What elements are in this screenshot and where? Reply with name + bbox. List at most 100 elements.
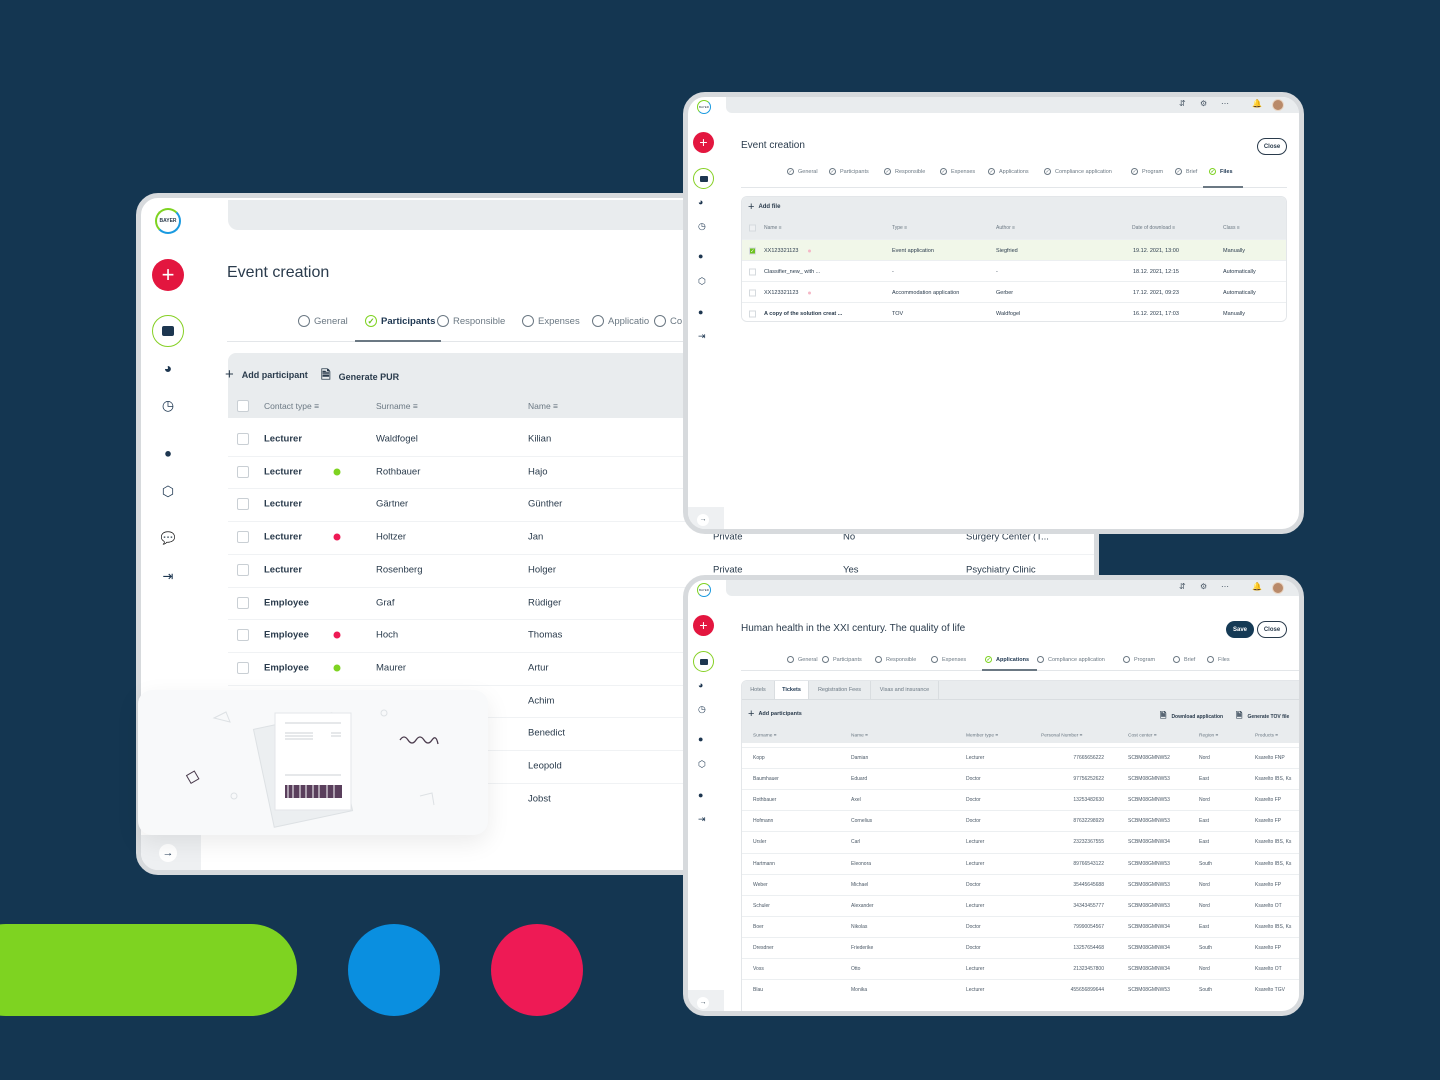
- subtab-visas-and-insurance[interactable]: Visas and insurance: [871, 681, 939, 699]
- table-row[interactable]: Dresdner Friederike Doctor 13257654468 SCBM0…: [742, 936, 1299, 958]
- tab-program[interactable]: Program: [1123, 656, 1155, 663]
- hexagon-icon[interactable]: ⬡: [698, 276, 706, 286]
- tab-participants[interactable]: ✓ Participants: [829, 168, 869, 175]
- tab-applications[interactable]: ✓ Applications: [988, 168, 1029, 175]
- table-row[interactable]: ✓ XX123321123 Event application Siegfried 19…: [742, 239, 1286, 260]
- column-header[interactable]: Cost center ≡: [1128, 733, 1157, 739]
- more-icon[interactable]: ⋯: [1221, 582, 1229, 591]
- subtab-tickets[interactable]: Tickets: [775, 681, 809, 699]
- filter-icon[interactable]: ⇵: [1179, 99, 1186, 108]
- tab-expenses[interactable]: ✓ Expenses: [940, 168, 975, 175]
- tab-files[interactable]: Files: [1207, 656, 1230, 663]
- table-row[interactable]: XX123321123 Accommodation application Gerb…: [742, 281, 1286, 302]
- table-row[interactable]: Baumhauer Eduard Doctor 97756252622 SCBM08GM…: [742, 768, 1299, 790]
- tab-brief[interactable]: Brief: [1173, 656, 1195, 663]
- table-row[interactable]: Weber Michael Doctor 35445645688 SCBM08GMNW5…: [742, 873, 1299, 895]
- close-button[interactable]: Close: [1257, 138, 1287, 155]
- tab-brief[interactable]: ✓ Brief: [1175, 168, 1197, 175]
- file-name[interactable]: XX123321123: [764, 247, 799, 254]
- select-all-checkbox[interactable]: [237, 400, 249, 412]
- row-checkbox[interactable]: [237, 498, 249, 511]
- logout-icon[interactable]: ⇥: [698, 331, 706, 341]
- table-row[interactable]: Boer Nikolas Doctor 79990054567 SCBM08GMNW34…: [742, 915, 1299, 937]
- subtab-hotels[interactable]: Hotels: [742, 681, 775, 699]
- row-checkbox[interactable]: [749, 268, 756, 275]
- row-checkbox[interactable]: [237, 596, 249, 609]
- pie-chart-icon[interactable]: ◕: [698, 197, 704, 207]
- generate-pur-button[interactable]: 🗎 Generate PUR: [321, 366, 399, 387]
- save-button[interactable]: Save: [1226, 621, 1254, 638]
- tab-participants[interactable]: Participants: [822, 656, 862, 663]
- row-checkbox[interactable]: ✓: [749, 247, 756, 254]
- tab-applicatio[interactable]: Applicatio: [592, 315, 649, 327]
- row-checkbox[interactable]: [237, 563, 249, 576]
- column-header[interactable]: Region ≡: [1199, 733, 1219, 739]
- tab-general[interactable]: General: [298, 315, 348, 327]
- person-icon[interactable]: ●: [698, 734, 704, 744]
- tab-co[interactable]: Co: [654, 315, 682, 327]
- tab-general[interactable]: ✓ General: [787, 168, 818, 175]
- logout-icon[interactable]: ⇥: [162, 568, 174, 584]
- tab-applications[interactable]: ✓ Applications: [985, 656, 1029, 663]
- download-application-button[interactable]: 🗎 Download application: [1160, 710, 1223, 724]
- column-header[interactable]: Surname ≡: [376, 401, 418, 411]
- add-file-button[interactable]: + Add file: [748, 201, 781, 213]
- table-row[interactable]: Kopp Damian Lecturer 77665656222 SCBM08GMNW5…: [742, 747, 1299, 768]
- file-name[interactable]: Classifier_new_ with ...: [764, 268, 821, 275]
- tab-program[interactable]: ✓ Program: [1131, 168, 1163, 175]
- tab-general[interactable]: General: [787, 656, 818, 663]
- row-checkbox[interactable]: [237, 433, 249, 445]
- tab-expenses[interactable]: Expenses: [522, 315, 580, 327]
- generate-tov-button[interactable]: 🗎 Generate TOV file: [1236, 710, 1289, 724]
- table-row[interactable]: Voss Otto Lecturer 21323457800 SCBM08GMNW34 N…: [742, 958, 1299, 979]
- column-header[interactable]: Type ≡: [892, 225, 908, 231]
- chat-icon[interactable]: ●: [698, 307, 704, 317]
- person-icon[interactable]: ●: [164, 445, 172, 461]
- pie-chart-icon[interactable]: ◕: [163, 360, 173, 376]
- column-header[interactable]: Date of download ≡: [1132, 225, 1176, 231]
- add-participants-button[interactable]: + Add participants: [748, 708, 802, 720]
- gear-icon[interactable]: ⚙: [1200, 99, 1208, 108]
- tab-responsible[interactable]: ✓ Responsible: [884, 168, 925, 175]
- tab-compliance-application[interactable]: Compliance application: [1037, 656, 1105, 663]
- filter-icon[interactable]: ⇵: [1179, 582, 1186, 591]
- row-checkbox[interactable]: [749, 289, 756, 296]
- avatar[interactable]: [1272, 582, 1284, 594]
- table-row[interactable]: Schuler Alexander Lecturer 34343455777 SCBM0…: [742, 894, 1299, 916]
- hexagon-icon[interactable]: ⬡: [698, 759, 706, 769]
- chat-icon[interactable]: ●: [698, 790, 704, 800]
- table-row[interactable]: Blau Monika Lecturer 455656899644 SCBM08GMNW…: [742, 979, 1299, 1001]
- tab-compliance-application[interactable]: ✓ Compliance application: [1044, 168, 1112, 175]
- gear-icon[interactable]: ⚙: [1200, 582, 1208, 591]
- column-header[interactable]: Member type ≡: [966, 733, 999, 739]
- column-header[interactable]: Contact type ≡: [264, 401, 320, 411]
- column-header[interactable]: Name ≡: [851, 733, 868, 739]
- bell-icon[interactable]: 🔔: [1252, 582, 1262, 591]
- events-nav[interactable]: [693, 651, 714, 672]
- tab-responsible[interactable]: Responsible: [875, 656, 916, 663]
- events-nav[interactable]: [152, 315, 184, 347]
- create-button[interactable]: +: [693, 615, 714, 636]
- tab-participants[interactable]: ✓ Participants: [365, 315, 435, 327]
- close-button[interactable]: Close: [1257, 621, 1287, 638]
- column-header[interactable]: Name ≡: [764, 225, 782, 231]
- logout-icon[interactable]: ⇥: [698, 814, 706, 824]
- column-header[interactable]: Class ≡: [1223, 225, 1240, 231]
- row-checkbox[interactable]: [237, 661, 249, 674]
- file-name[interactable]: A copy of the solution creat ...: [764, 310, 843, 317]
- column-header[interactable]: Products ≡: [1255, 733, 1279, 739]
- row-checkbox[interactable]: [749, 310, 756, 317]
- clock-icon[interactable]: ◷: [161, 397, 175, 413]
- expand-arrow-icon[interactable]: →: [697, 997, 709, 1009]
- table-row[interactable]: Rothbauer Axel Doctor 13253482630 SCBM08GMNW…: [742, 789, 1299, 811]
- row-checkbox[interactable]: [237, 629, 249, 642]
- table-row[interactable]: Ursler Carl Lecturer 23232367555 SCBM08GMNW3…: [742, 831, 1299, 853]
- more-icon[interactable]: ⋯: [1221, 99, 1229, 108]
- expand-arrow-icon[interactable]: →: [159, 844, 177, 862]
- table-row[interactable]: Classifier_new_ with ... - - 18.12. 2021, 1…: [742, 260, 1286, 281]
- tab-responsible[interactable]: Responsible: [437, 315, 505, 327]
- person-icon[interactable]: ●: [698, 251, 704, 261]
- events-nav[interactable]: [693, 168, 714, 189]
- select-all-checkbox[interactable]: [749, 224, 756, 232]
- tab-expenses[interactable]: Expenses: [931, 656, 966, 663]
